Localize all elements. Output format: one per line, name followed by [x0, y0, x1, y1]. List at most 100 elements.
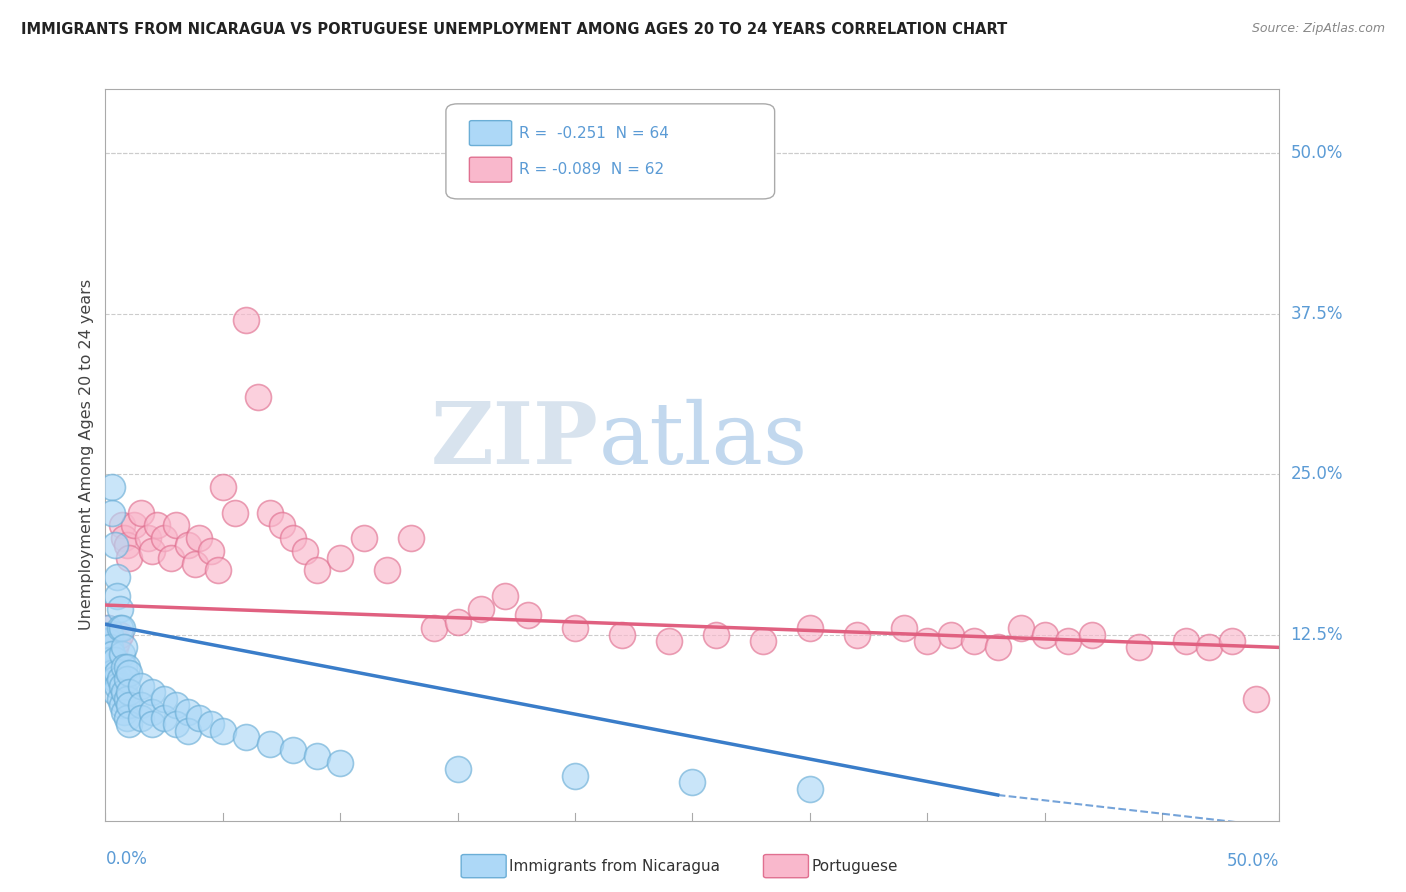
Point — [118, 666, 141, 681]
Point — [235, 730, 257, 744]
Point — [104, 538, 127, 552]
Point — [104, 640, 127, 655]
Point — [141, 717, 163, 731]
Point — [101, 506, 124, 520]
FancyBboxPatch shape — [470, 120, 512, 145]
Point — [224, 506, 246, 520]
Text: 25.0%: 25.0% — [1291, 465, 1343, 483]
Point — [98, 627, 121, 641]
Point — [183, 557, 205, 571]
Point — [129, 711, 152, 725]
Text: 50.0%: 50.0% — [1227, 852, 1279, 870]
Point — [200, 717, 222, 731]
Point — [97, 634, 120, 648]
Point — [446, 615, 468, 629]
Point — [247, 390, 270, 404]
Point — [104, 653, 127, 667]
Text: R = -0.089  N = 62: R = -0.089 N = 62 — [519, 162, 664, 178]
Point — [105, 570, 128, 584]
Point — [1080, 627, 1102, 641]
Point — [1198, 640, 1220, 655]
Point — [129, 679, 152, 693]
Point — [129, 506, 152, 520]
Point — [112, 705, 135, 719]
Text: R =  -0.251  N = 64: R = -0.251 N = 64 — [519, 126, 669, 141]
Point — [112, 659, 135, 673]
Point — [105, 589, 128, 603]
Text: 12.5%: 12.5% — [1291, 625, 1343, 643]
Point — [915, 634, 938, 648]
Point — [375, 563, 398, 577]
Point — [104, 685, 127, 699]
Point — [963, 634, 986, 648]
Point — [211, 723, 233, 738]
Point — [111, 621, 134, 635]
Point — [115, 538, 138, 552]
Point — [1244, 691, 1267, 706]
Point — [115, 673, 138, 687]
Point — [893, 621, 915, 635]
Point — [165, 717, 187, 731]
Point — [97, 647, 120, 661]
Point — [259, 506, 281, 520]
Text: 37.5%: 37.5% — [1291, 305, 1343, 323]
Point — [111, 518, 134, 533]
Point — [564, 769, 586, 783]
Point — [122, 518, 145, 533]
Point — [329, 550, 352, 565]
Point — [987, 640, 1010, 655]
Point — [165, 698, 187, 713]
Point — [517, 608, 540, 623]
Point — [153, 532, 176, 546]
Point — [115, 659, 138, 673]
Point — [399, 532, 422, 546]
Point — [1057, 634, 1080, 648]
Point — [98, 653, 121, 667]
Point — [610, 627, 633, 641]
Point — [136, 532, 159, 546]
Point — [270, 518, 292, 533]
Point — [1033, 627, 1056, 641]
Point — [704, 627, 727, 641]
Point — [188, 711, 211, 725]
Point — [564, 621, 586, 635]
Point — [111, 679, 134, 693]
Point — [101, 666, 124, 681]
Point — [146, 518, 169, 533]
Point — [97, 621, 120, 635]
Point — [1010, 621, 1032, 635]
Point — [141, 685, 163, 699]
Point — [1128, 640, 1150, 655]
Point — [108, 602, 131, 616]
Point — [112, 532, 135, 546]
Point — [211, 480, 233, 494]
Point — [118, 685, 141, 699]
Point — [165, 518, 187, 533]
Point — [101, 634, 124, 648]
Point — [115, 711, 138, 725]
Point — [176, 723, 198, 738]
Point — [176, 538, 198, 552]
Point — [115, 691, 138, 706]
Point — [1174, 634, 1197, 648]
Point — [97, 621, 120, 635]
Point — [97, 653, 120, 667]
Point — [207, 563, 229, 577]
Point — [108, 673, 131, 687]
Point — [353, 532, 375, 546]
Text: atlas: atlas — [599, 399, 807, 482]
Point — [799, 621, 821, 635]
Text: Immigrants from Nicaragua: Immigrants from Nicaragua — [509, 859, 720, 873]
Point — [98, 666, 121, 681]
Point — [98, 640, 121, 655]
Point — [160, 550, 183, 565]
Point — [129, 698, 152, 713]
Point — [153, 691, 176, 706]
Point — [118, 698, 141, 713]
Point — [108, 621, 131, 635]
Point — [446, 762, 468, 776]
Point — [494, 589, 516, 603]
Y-axis label: Unemployment Among Ages 20 to 24 years: Unemployment Among Ages 20 to 24 years — [79, 279, 94, 631]
Point — [105, 666, 128, 681]
Point — [112, 685, 135, 699]
